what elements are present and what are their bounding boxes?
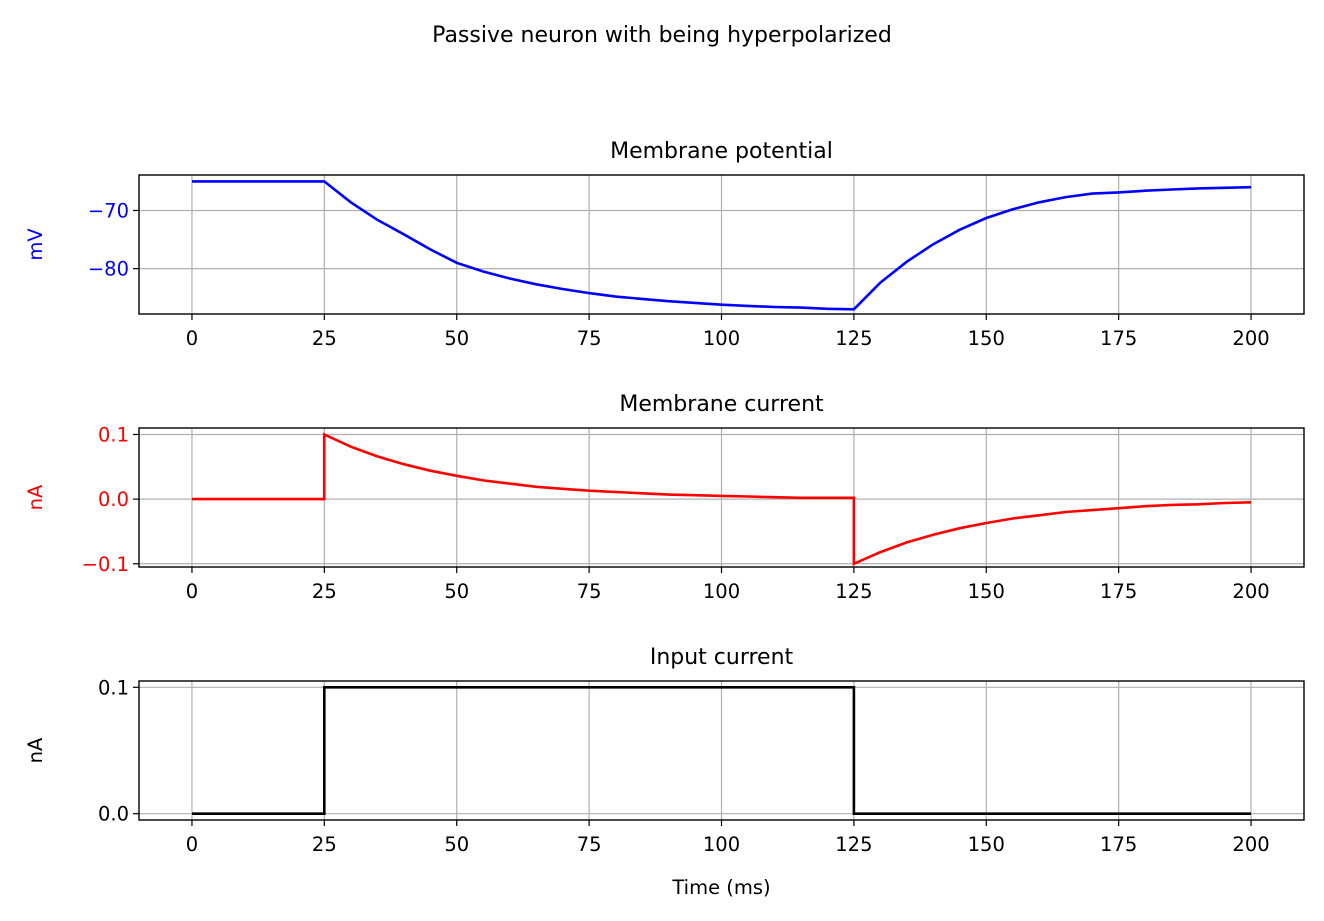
x-tick-label: 200 <box>1232 327 1269 350</box>
panel-membrane-current: 0 25 50 75 100 125 150 175 200 0.1 0.0 −0.1 Membra… <box>24 392 1305 603</box>
x-tick-label: 25 <box>312 580 337 603</box>
x-tick-label: 125 <box>835 833 872 856</box>
grid-lines <box>139 681 1304 820</box>
y-axis-label: mV <box>24 228 47 261</box>
x-tick-label: 125 <box>835 580 872 603</box>
grid-lines <box>139 428 1304 567</box>
x-tick-label: 0 <box>186 833 198 856</box>
panel-title: Membrane potential <box>610 139 833 164</box>
x-tick-label: 125 <box>835 327 872 350</box>
x-tick-label: 0 <box>186 327 198 350</box>
x-tick-label: 50 <box>444 327 469 350</box>
x-tick-label: 0 <box>186 580 198 603</box>
x-axis-label: Time (ms) <box>671 876 770 899</box>
x-tick-label: 75 <box>577 327 602 350</box>
y-axis-ticks: 0.1 0.0 −0.1 <box>82 423 139 576</box>
y-tick-label: −70 <box>88 199 129 222</box>
x-tick-label: 50 <box>444 580 469 603</box>
x-tick-label: 175 <box>1100 580 1137 603</box>
membrane-current-line <box>192 432 1252 566</box>
x-tick-label: 75 <box>577 833 602 856</box>
x-tick-label: 150 <box>968 580 1005 603</box>
x-tick-label: 25 <box>312 327 337 350</box>
x-tick-label: 75 <box>577 580 602 603</box>
y-tick-label: 0.1 <box>98 423 129 446</box>
x-tick-label: 175 <box>1100 833 1137 856</box>
x-tick-label: 100 <box>703 580 740 603</box>
x-tick-label: 175 <box>1100 327 1137 350</box>
input-current-line <box>192 685 1251 816</box>
x-axis-ticks: 0 25 50 75 100 125 150 175 200 <box>186 314 1270 350</box>
y-tick-label: 0.0 <box>98 488 129 511</box>
x-axis-ticks: 0 25 50 75 100 125 150 175 200 <box>186 567 1270 603</box>
y-axis-label: nA <box>24 737 47 763</box>
x-tick-label: 200 <box>1232 580 1269 603</box>
x-tick-label: 150 <box>968 833 1005 856</box>
y-tick-label: −80 <box>88 258 129 281</box>
x-axis-ticks: 0 25 50 75 100 125 150 175 200 <box>186 820 1270 856</box>
figure-title: Passive neuron with being hyperpolarized <box>432 23 892 48</box>
y-axis-ticks: 0.1 0.0 <box>98 676 139 826</box>
y-axis-label: nA <box>24 484 47 510</box>
y-tick-label: −0.1 <box>82 553 129 576</box>
x-tick-label: 100 <box>703 327 740 350</box>
y-tick-label: 0.1 <box>98 676 129 699</box>
grid-lines <box>139 175 1304 314</box>
panel-input-current: 0 25 50 75 100 125 150 175 200 0.1 0.0 Input curr… <box>24 645 1305 899</box>
panel-title: Input current <box>650 645 794 670</box>
panel-title: Membrane current <box>619 392 824 417</box>
x-tick-label: 150 <box>968 327 1005 350</box>
x-tick-label: 100 <box>703 833 740 856</box>
membrane-potential-line <box>192 180 1252 311</box>
x-tick-label: 50 <box>444 833 469 856</box>
x-tick-label: 25 <box>312 833 337 856</box>
y-axis-ticks: −70 −80 <box>88 199 139 281</box>
x-tick-label: 200 <box>1232 833 1269 856</box>
panel-membrane-potential: 0 25 50 75 100 125 150 175 200 −70 −80 Membrane p… <box>24 139 1305 350</box>
y-tick-label: 0.0 <box>98 803 129 826</box>
